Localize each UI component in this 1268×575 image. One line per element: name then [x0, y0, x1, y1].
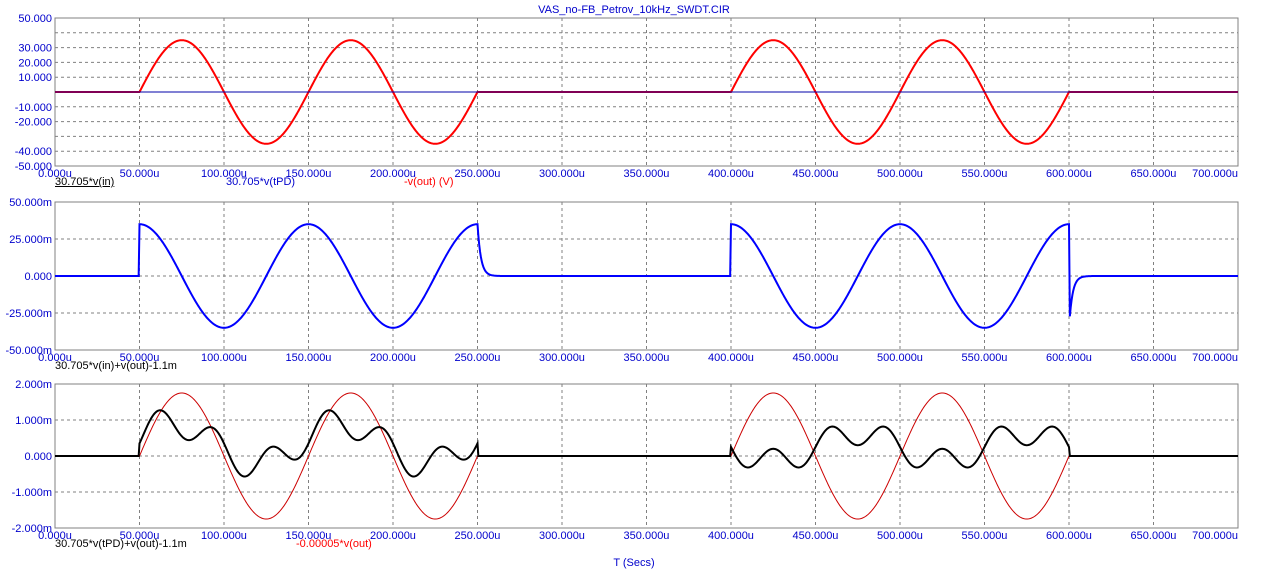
x-tick-label: 100.000u: [201, 168, 247, 180]
x-tick-label: 450.000u: [793, 352, 839, 364]
x-tick-label: 700.000u: [1192, 530, 1238, 542]
x-tick-label: 400.000u: [708, 168, 754, 180]
legend-entry: 30.705*v(tPD): [226, 176, 296, 188]
x-tick-label: 600.000u: [1046, 168, 1092, 180]
x-tick-label: 500.000u: [877, 352, 923, 364]
x-tick-label: 100.000u: [201, 530, 247, 542]
x-tick-label: 300.000u: [539, 352, 585, 364]
x-tick-label: 650.000u: [1131, 530, 1177, 542]
x-tick-label: 300.000u: [539, 530, 585, 542]
x-tick-label: 600.000u: [1046, 530, 1092, 542]
x-axis-label: T (Secs): [613, 557, 655, 569]
x-tick-label: 550.000u: [962, 530, 1008, 542]
x-tick-label: 0.000u: [38, 352, 72, 364]
legend-entry: -0.00005*v(out): [296, 538, 372, 550]
legend-entry: 30.705*v(in)+v(out)-1.1m: [55, 360, 177, 372]
x-tick-label: 500.000u: [877, 168, 923, 180]
x-tick-label: 50.000u: [120, 530, 160, 542]
x-tick-label: 150.000u: [286, 352, 332, 364]
y-tick-label: 50.000m: [9, 197, 52, 209]
x-tick-label: 650.000u: [1131, 168, 1177, 180]
x-tick-label: 100.000u: [201, 352, 247, 364]
panel-1: 50.000 30.000 20.000 10.000 -10.000 -20.000 -4…: [15, 13, 1239, 180]
x-tick-label: 50.000u: [120, 352, 160, 364]
y-tick-label: 0.000: [24, 271, 52, 283]
y-tick-label: -40.000: [15, 146, 52, 158]
panel-2: 50.000m 25.000m 0.000 -25.000m -50.000m0.000…: [6, 197, 1239, 364]
x-tick-label: 700.000u: [1192, 352, 1238, 364]
y-tick-label: -1.000m: [12, 487, 52, 499]
x-tick-label: 250.000u: [455, 352, 501, 364]
y-tick-label: 2.000m: [15, 379, 52, 391]
x-tick-label: 400.000u: [708, 530, 754, 542]
y-tick-label: -25.000m: [6, 308, 52, 320]
x-tick-label: 350.000u: [624, 530, 670, 542]
y-tick-label: -50.000: [15, 161, 52, 173]
x-tick-label: 0.000u: [38, 530, 72, 542]
y-tick-label: 1.000m: [15, 415, 52, 427]
x-tick-label: 150.000u: [286, 168, 332, 180]
legend-entry: 30.705*v(in): [55, 176, 115, 188]
chart-title: VAS_no-FB_Petrov_10kHz_SWDT.CIR: [538, 4, 730, 16]
x-tick-label: 0.000u: [38, 168, 72, 180]
y-tick-label: -50.000m: [6, 345, 52, 357]
x-tick-label: 500.000u: [877, 530, 923, 542]
x-tick-label: 450.000u: [793, 530, 839, 542]
x-tick-label: 550.000u: [962, 352, 1008, 364]
y-tick-label: -10.000: [15, 102, 52, 114]
x-tick-label: 350.000u: [624, 352, 670, 364]
x-tick-label: 300.000u: [539, 168, 585, 180]
x-tick-label: 200.000u: [370, 168, 416, 180]
legend-entry: -v(out) (V): [404, 176, 454, 188]
legend-entry: 30.705*v(tPD)+v(out)-1.1m: [55, 538, 187, 550]
x-tick-label: 250.000u: [455, 530, 501, 542]
y-tick-label: 0.000: [24, 451, 52, 463]
x-tick-label: 200.000u: [370, 530, 416, 542]
y-tick-label: 50.000: [18, 13, 52, 25]
x-tick-label: 600.000u: [1046, 352, 1092, 364]
x-tick-label: 650.000u: [1131, 352, 1177, 364]
x-tick-label: 250.000u: [455, 168, 501, 180]
y-tick-label: 30.000: [18, 43, 52, 55]
y-tick-label: -2.000m: [12, 523, 52, 535]
y-tick-label: 20.000: [18, 57, 52, 69]
x-tick-label: 350.000u: [624, 168, 670, 180]
x-tick-label: 50.000u: [120, 168, 160, 180]
y-tick-label: 25.000m: [9, 234, 52, 246]
series-line: [55, 409, 1238, 478]
x-tick-label: 550.000u: [962, 168, 1008, 180]
x-tick-label: 150.000u: [286, 530, 332, 542]
x-tick-label: 450.000u: [793, 168, 839, 180]
x-tick-label: 400.000u: [708, 352, 754, 364]
y-tick-label: -20.000: [15, 117, 52, 129]
x-tick-label: 200.000u: [370, 352, 416, 364]
y-tick-label: 10.000: [18, 72, 52, 84]
series-line: [55, 223, 1238, 329]
x-tick-label: 700.000u: [1192, 168, 1238, 180]
